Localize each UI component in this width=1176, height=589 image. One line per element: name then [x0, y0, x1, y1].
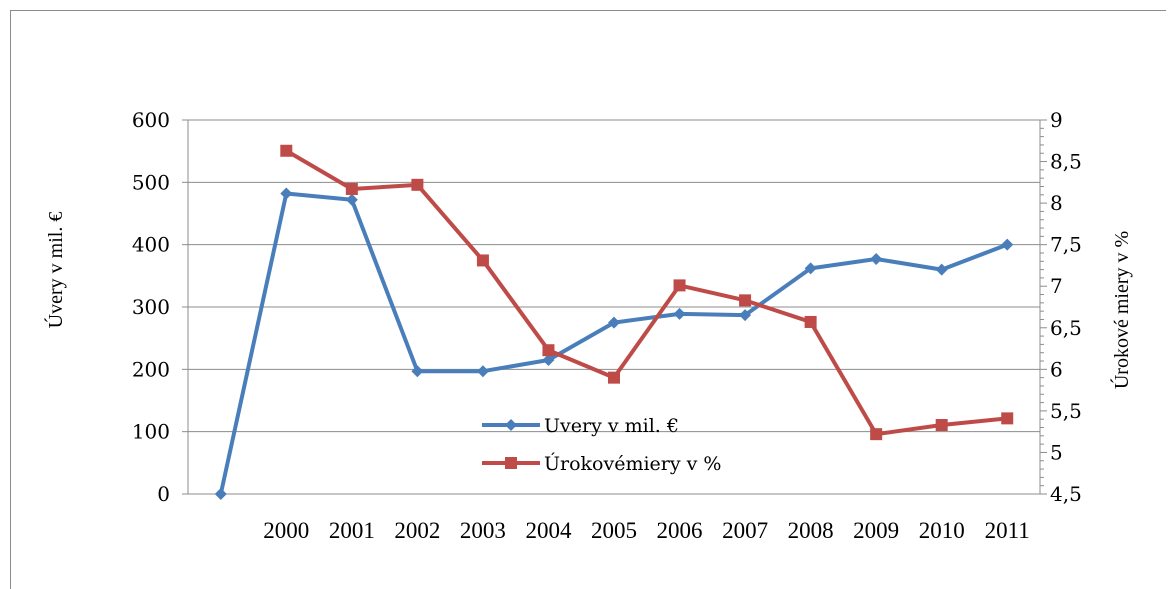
data-point — [804, 315, 817, 328]
data-point — [935, 263, 948, 276]
data-point — [214, 488, 227, 500]
data-point — [870, 253, 883, 266]
legend-label-loans: Uvery v mil. € — [544, 415, 679, 437]
series-layer — [214, 144, 1014, 500]
x-tick-label: 2010 — [919, 518, 965, 543]
right-tick-label: 4,5 — [1050, 482, 1082, 506]
legend: Uvery v mil. € Úrokovémiery v % — [482, 415, 722, 475]
x-tick-label: 2005 — [591, 518, 637, 543]
left-tick-label: 100 — [132, 420, 170, 444]
left-axis-label: Úvery v mil. € — [43, 212, 67, 329]
x-tick-label: 2001 — [329, 518, 375, 543]
data-point — [280, 187, 293, 200]
x-tick-label: 2003 — [460, 518, 506, 543]
x-tick-label: 2008 — [788, 518, 834, 543]
left-tick-label: 300 — [132, 295, 170, 319]
data-point — [280, 144, 293, 157]
right-axis-ticks: 4,5 5 5,5 6 6,5 7 7,5 8 8,5 9 — [1040, 108, 1082, 506]
x-tick-label: 2004 — [525, 518, 572, 543]
x-tick-label: 2006 — [657, 518, 703, 543]
data-point — [476, 254, 489, 267]
data-point — [739, 294, 752, 307]
right-tick-label: 8,5 — [1050, 150, 1082, 174]
legend-item-loans: Uvery v mil. € — [482, 415, 679, 437]
x-tick-label: 2002 — [394, 518, 440, 543]
legend-label-rates: Úrokovémiery v % — [544, 452, 722, 475]
left-tick-label: 0 — [157, 482, 170, 506]
legend-item-rates: Úrokovémiery v % — [482, 452, 722, 475]
right-tick-label: 5,5 — [1050, 399, 1082, 423]
x-tick-label: 2007 — [722, 518, 768, 543]
diamond-marker-icon — [505, 419, 517, 431]
right-tick-label: 8 — [1050, 191, 1063, 215]
data-point — [935, 419, 948, 432]
x-tick-label: 2009 — [853, 518, 899, 543]
data-point — [870, 428, 883, 441]
right-tick-label: 7,5 — [1050, 233, 1082, 257]
data-point — [345, 182, 358, 195]
right-tick-label: 7 — [1050, 274, 1063, 298]
data-point — [804, 262, 817, 275]
square-marker-icon — [505, 457, 517, 469]
left-axis-ticks: 0 100 200 300 400 500 600 — [132, 108, 188, 506]
data-point — [542, 344, 555, 357]
left-tick-label: 400 — [132, 233, 170, 257]
data-point — [608, 371, 620, 384]
data-point — [476, 365, 489, 378]
x-tick-label: 2000 — [263, 518, 309, 543]
data-point — [673, 307, 686, 320]
x-tick-label: 2011 — [985, 518, 1030, 543]
data-point — [345, 193, 358, 206]
data-point — [739, 309, 752, 322]
data-point — [411, 365, 424, 378]
left-tick-label: 600 — [132, 108, 170, 132]
right-tick-label: 9 — [1050, 108, 1063, 132]
data-point — [542, 353, 555, 366]
series-line-1 — [285, 149, 1008, 437]
x-axis-ticks: 2000 2001 2002 2003 2004 2005 2006 2007 2008 2009… — [263, 518, 1030, 543]
left-tick-label: 500 — [132, 170, 170, 194]
data-point — [673, 279, 686, 292]
right-axis-label: Úrokové miery v % — [1109, 231, 1133, 389]
data-point — [1001, 412, 1014, 425]
right-tick-label: 5 — [1050, 440, 1063, 464]
right-tick-label: 6 — [1050, 357, 1063, 381]
right-tick-label: 6,5 — [1050, 316, 1082, 340]
left-tick-label: 200 — [132, 357, 170, 381]
data-point — [1001, 238, 1014, 251]
chart-frame — [10, 10, 1166, 589]
data-point — [411, 178, 424, 191]
data-point — [608, 316, 620, 329]
